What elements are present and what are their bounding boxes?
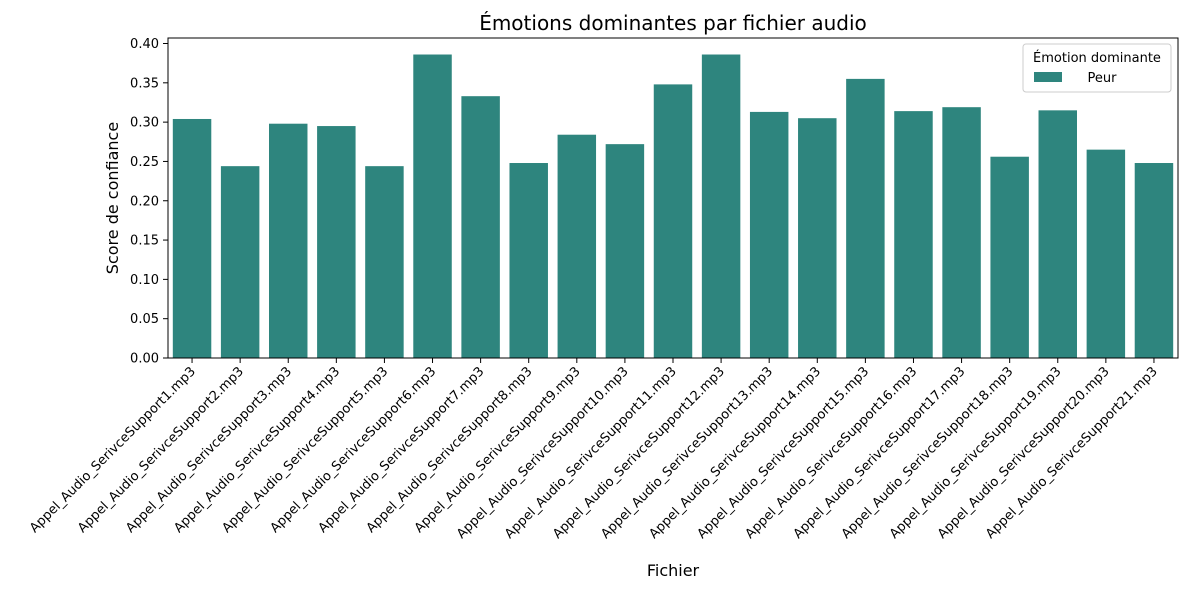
y-tick-label: 0.10 bbox=[130, 273, 159, 288]
bar bbox=[749, 111, 789, 358]
y-tick-label: 0.05 bbox=[130, 312, 159, 327]
y-tick-label: 0.35 bbox=[130, 76, 159, 91]
bar bbox=[1038, 110, 1077, 358]
x-axis-label: Fichier bbox=[647, 561, 700, 580]
bar bbox=[509, 163, 548, 358]
bar bbox=[701, 54, 741, 359]
bar bbox=[846, 78, 885, 358]
bars bbox=[172, 54, 1174, 359]
bar bbox=[220, 166, 260, 358]
y-tick-label: 0.25 bbox=[130, 155, 159, 170]
legend-label-peur: Peur bbox=[1088, 71, 1118, 86]
legend: Émotion dominante Peur bbox=[1022, 43, 1172, 93]
bar bbox=[413, 54, 452, 359]
legend-title: Émotion dominante bbox=[1033, 50, 1161, 66]
legend-swatch bbox=[1034, 72, 1062, 82]
bar bbox=[894, 111, 933, 358]
bar bbox=[653, 84, 693, 358]
y-tick-label: 0.40 bbox=[130, 37, 159, 52]
y-tick-label: 0.15 bbox=[130, 234, 159, 249]
chart-title: Émotions dominantes par fichier audio bbox=[479, 11, 867, 35]
plot-frame bbox=[167, 37, 1179, 359]
bar bbox=[605, 144, 645, 358]
bar bbox=[557, 134, 597, 358]
bar bbox=[269, 123, 308, 358]
bar bbox=[461, 96, 500, 358]
bar bbox=[172, 118, 212, 358]
y-tick-label: 0.00 bbox=[130, 352, 159, 367]
y-tick-label: 0.30 bbox=[130, 116, 159, 131]
bar bbox=[1134, 163, 1174, 358]
y-axis: 0.00 0.05 0.10 0.15 0.20 0.25 0.30 0.35 0.40 bbox=[130, 37, 168, 367]
y-tick-label: 0.20 bbox=[130, 194, 159, 209]
bar bbox=[365, 166, 404, 358]
bar bbox=[798, 118, 837, 358]
bar bbox=[990, 156, 1029, 358]
bar bbox=[942, 107, 981, 359]
bar bbox=[1086, 149, 1126, 358]
bar bbox=[317, 126, 356, 359]
y-axis-label: Score de confiance bbox=[103, 122, 122, 274]
